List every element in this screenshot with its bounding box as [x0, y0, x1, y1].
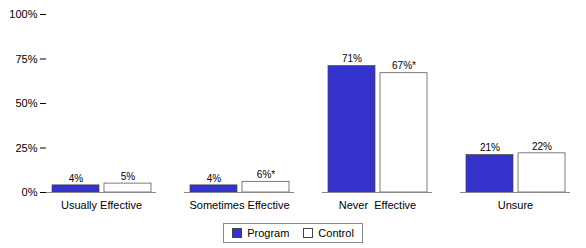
svg-text:Sometimes Effective: Sometimes Effective	[189, 199, 289, 211]
svg-text:4%: 4%	[207, 173, 222, 184]
svg-text:71%: 71%	[342, 53, 362, 64]
svg-text:25%: 25%	[15, 142, 37, 154]
html-text:Control: Control	[318, 227, 354, 239]
svg-text:6%*: 6%*	[257, 169, 275, 180]
svg-text:75%: 75%	[15, 53, 37, 65]
svg-text:22%: 22%	[532, 141, 552, 152]
svg-text:5%: 5%	[121, 171, 136, 182]
svg-text:21%: 21%	[480, 142, 500, 153]
svg-text:50%: 50%	[15, 97, 37, 109]
html-text:Program: Program	[247, 227, 290, 239]
svg-text:100%: 100%	[9, 8, 37, 20]
svg-text:67%*: 67%*	[392, 60, 416, 71]
svg-text:Never Effective: Never Effective	[339, 199, 416, 211]
svg-text:Usually Effective: Usually Effective	[61, 199, 142, 211]
svg-text:Unsure: Unsure	[498, 199, 533, 211]
svg-text:0%: 0%	[22, 186, 38, 198]
svg-text:4%: 4%	[69, 173, 84, 184]
